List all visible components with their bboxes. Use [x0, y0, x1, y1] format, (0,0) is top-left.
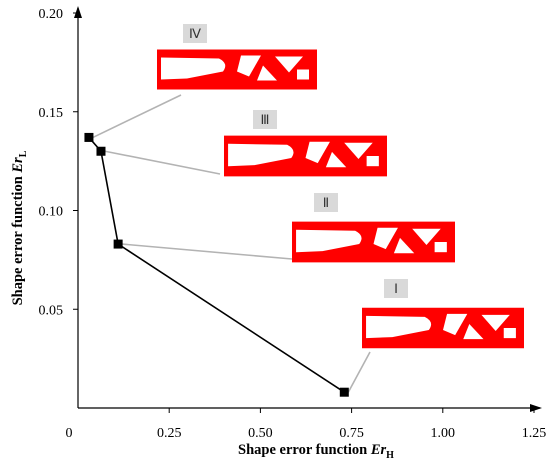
structure-image-ii — [292, 221, 455, 263]
series — [84, 132, 349, 397]
x-axis-title: Shape error function ErH — [238, 442, 394, 461]
x-tick-label: 0.50 — [248, 426, 273, 441]
label-ii: Ⅱ — [314, 193, 338, 212]
label-ii-text: Ⅱ — [323, 195, 329, 210]
x-tick-group: 0 0.25 0.50 0.75 1.00 1.25 — [66, 408, 547, 441]
x-tick-label: 0.75 — [339, 426, 364, 441]
x-tick-label: 0 — [66, 426, 73, 441]
leader-line — [104, 150, 221, 175]
data-point — [84, 132, 94, 142]
y-tick-label: 0.05 — [39, 303, 64, 318]
x-tick-label: 1.25 — [522, 426, 547, 441]
structure-image-i — [362, 307, 524, 349]
label-iv-text: Ⅳ — [189, 26, 201, 41]
label-iii-text: Ⅲ — [261, 112, 270, 127]
series-line — [88, 136, 345, 393]
leader-lines — [92, 94, 371, 393]
y-axis-arrow — [74, 6, 82, 18]
x-tick-label: 0.25 — [157, 426, 182, 441]
structure-image-iii — [224, 135, 387, 177]
data-point — [96, 146, 106, 156]
label-iv: Ⅳ — [183, 24, 207, 43]
structure-images — [157, 49, 524, 349]
y-tick-label: 0.20 — [39, 7, 64, 22]
x-tick-label: 1.00 — [431, 426, 456, 441]
structure-image-iv — [157, 49, 317, 90]
plot-area — [74, 6, 542, 412]
x-axis-arrow — [530, 404, 542, 412]
leader-line — [92, 94, 182, 139]
data-point — [339, 387, 349, 397]
y-tick-group: 0.05 0.10 0.15 0.20 — [39, 7, 78, 318]
data-point — [113, 239, 123, 249]
label-iii: Ⅲ — [253, 110, 277, 129]
label-boxes: Ⅳ Ⅲ Ⅱ Ⅰ — [183, 24, 408, 298]
label-i-text: Ⅰ — [394, 281, 398, 296]
y-tick-label: 0.10 — [39, 205, 64, 220]
y-axis-title: Shape error function ErL — [10, 150, 29, 305]
leader-line — [122, 243, 293, 260]
y-tick-label: 0.15 — [39, 106, 64, 121]
leader-line — [347, 351, 371, 393]
label-i: Ⅰ — [384, 279, 408, 298]
